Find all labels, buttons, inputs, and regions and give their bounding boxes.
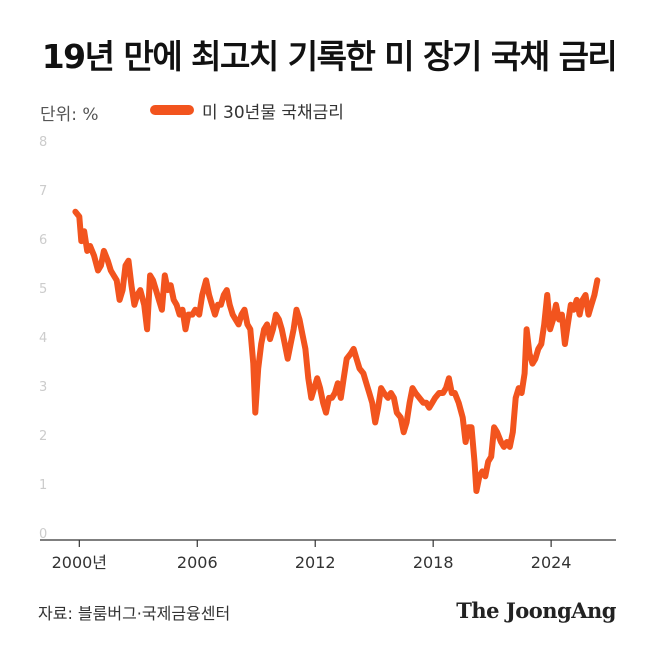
y-tick-label: 4: [39, 331, 47, 346]
chart-title: 19년 만에 최고치 기록한 미 장기 국채 금리: [41, 37, 618, 76]
x-tick-label: 2006: [177, 553, 218, 572]
y-tick-label: 5: [39, 282, 47, 297]
x-tick-label: 2012: [295, 553, 336, 572]
brand-logo: The JoongAng: [456, 598, 616, 623]
y-tick-label: 3: [39, 380, 47, 395]
y-tick-label: 0: [39, 527, 47, 542]
y-tick-label: 1: [39, 478, 47, 493]
legend: 미 30년물 국채금리: [150, 99, 344, 123]
series-line: [72, 208, 601, 494]
y-tick-label: 7: [39, 184, 47, 199]
unit-label: 단위: %: [40, 105, 99, 125]
legend-label: 미 30년물 국채금리: [202, 102, 344, 123]
x-tick-label: 2024: [531, 553, 572, 572]
x-tick-label: 2000년: [52, 553, 107, 572]
y-tick-label: 6: [39, 233, 47, 248]
x-tick-label: 2018: [413, 553, 454, 572]
source-label: 자료: 블룸버그·국제금융센터: [38, 604, 231, 623]
legend-swatch: [150, 105, 194, 115]
y-tick-label: 2: [39, 429, 47, 444]
y-tick-label: 8: [39, 135, 47, 150]
